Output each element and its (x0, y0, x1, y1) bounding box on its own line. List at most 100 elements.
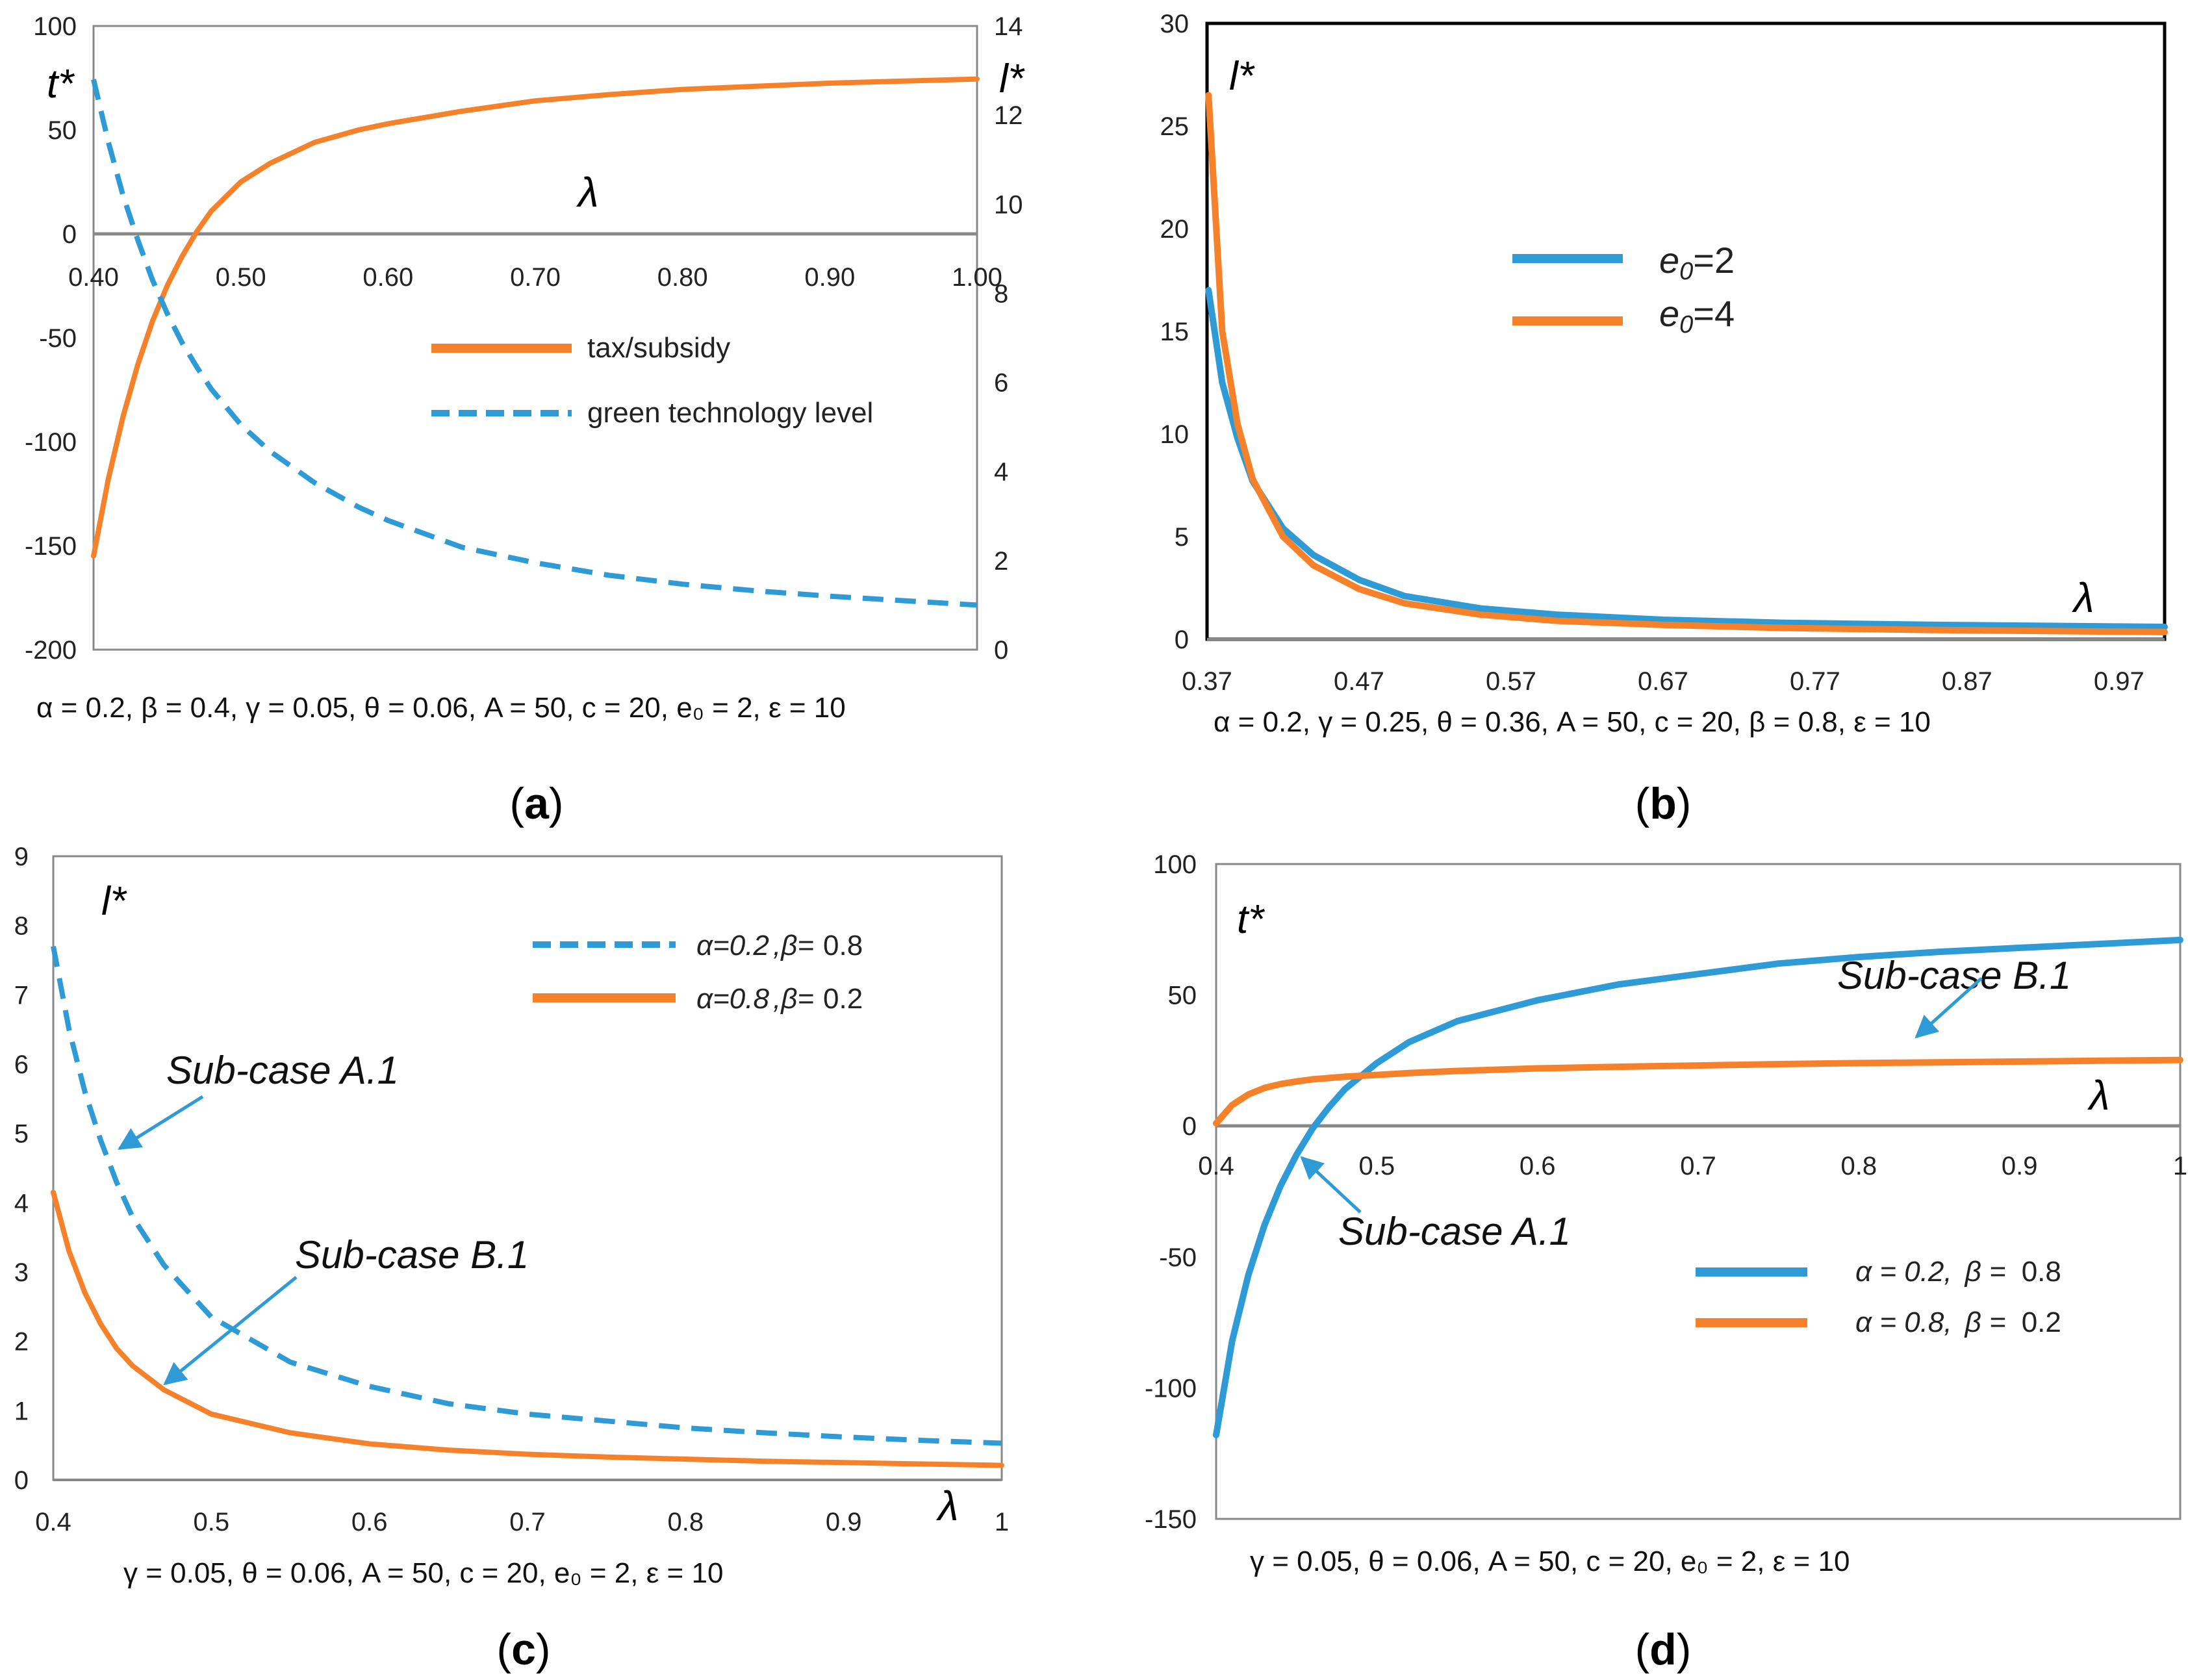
panel-a-ytick-label: -150 (25, 532, 77, 561)
panel-c-arrow-b1 (163, 1276, 298, 1386)
panel-d: 100 50 0 -50 -100 -150 0.4 0.5 0.6 0.7 0.8 0.9 1 t*… (1145, 850, 2187, 1674)
panel-d-xtick-label: 1 (2173, 1152, 2187, 1180)
panel-a-y2tick-label: 12 (994, 101, 1023, 130)
panel-c-ytick-label: 0 (14, 1466, 29, 1495)
panel-a-ytick-label: -100 (25, 428, 77, 457)
panel-a-legend-tax: tax/subsidy (587, 332, 730, 364)
panel-a-ytick-label: 100 (33, 12, 77, 41)
panel-d-ytick-label: 0 (1182, 1112, 1197, 1141)
panel-a-series (91, 76, 980, 608)
panel-b-ytick-label: 20 (1160, 215, 1189, 244)
panel-b-ytick-label: 30 (1160, 10, 1189, 38)
panel-a-ytick-label: -200 (25, 636, 77, 665)
panel-c-xtick-label: 0.7 (509, 1508, 546, 1536)
panel-d-legend: α = 0.2, β = 0.8 α = 0.8, β = 0.2 (1696, 1256, 2061, 1338)
panel-c-ytick-label: 5 (14, 1120, 29, 1149)
panel-c-ytick-label: 8 (14, 912, 29, 941)
panel-a-x-ticks: 0.40 0.50 0.60 0.70 0.80 0.90 1.00 (68, 263, 1002, 292)
panel-c-y-ticks: 9 8 7 6 5 4 3 2 1 0 (14, 843, 29, 1495)
panel-b-xtick-label: 0.67 (1638, 667, 1688, 696)
panel-d-xlabel: λ (2087, 1072, 2110, 1119)
panel-d-ytick-label: -100 (1145, 1374, 1197, 1403)
panel-b-x-ticks: 0.37 0.47 0.57 0.67 0.77 0.87 0.97 (1182, 667, 2144, 696)
panel-d-arrow-b1 (1915, 977, 1983, 1039)
panel-b-plot-frame (1205, 21, 2167, 641)
panel-d-ylabel: t* (1237, 897, 1265, 942)
panel-a-params: α = 0.2, β = 0.4, γ = 0.05, θ = 0.06, A … (36, 692, 846, 724)
panel-a-y2tick-label: 4 (994, 458, 1008, 487)
panel-a-ytick-label: -50 (39, 324, 77, 353)
panel-a-series-2-line (91, 79, 978, 608)
panel-c-series-2-line (51, 1190, 1004, 1468)
panel-b-xtick-label: 0.97 (2094, 667, 2144, 696)
panel-d-xtick-label: 0.4 (1198, 1152, 1234, 1180)
panel-c-annot-b1: Sub-case B.1 (295, 1233, 529, 1277)
panel-c-x-ticks: 0.4 0.5 0.6 0.7 0.8 0.9 1 (35, 1508, 1009, 1536)
panel-b-series-1-line (1205, 286, 2168, 630)
panel-d-legend-series2: α = 0.8, β = 0.2 (1855, 1306, 2061, 1338)
panel-a-xtick-label: 0.40 (68, 263, 119, 292)
panel-c-xtick-label: 0.9 (826, 1508, 862, 1536)
panel-b-legend-e2: e0=2 (1659, 240, 1735, 285)
panel-c-xtick-label: 0.6 (351, 1508, 388, 1536)
panel-c-ytick-label: 9 (14, 843, 29, 871)
panel-d-xtick-label: 0.9 (2002, 1152, 2038, 1180)
panel-b-ytick-label: 5 (1175, 523, 1189, 552)
panel-b-legend-e4: e0=4 (1659, 293, 1735, 338)
panel-b-ytick-label: 15 (1160, 318, 1189, 346)
panel-a-y2tick-label: 6 (994, 369, 1008, 398)
panel-a-y2tick-label: 14 (994, 12, 1023, 41)
panel-a-y2tick-label: 10 (994, 190, 1023, 219)
panel-c-ylabel: l* (101, 879, 127, 924)
panel-a-xtick-label: 1.00 (952, 263, 1002, 292)
panel-c-plot-frame (52, 855, 1003, 1481)
panel-d-arrow-a1 (1300, 1156, 1362, 1214)
panel-c-ytick-label: 6 (14, 1050, 29, 1079)
panel-a-y2tick-label: 0 (994, 636, 1008, 665)
panel-a-ylabel-right: l* (999, 57, 1025, 101)
panel-b-xtick-label: 0.87 (1942, 667, 1992, 696)
panel-a-xtick-label: 0.80 (657, 263, 708, 292)
panel-b-caption: (b) (1635, 779, 1692, 828)
panel-a-series-1-line (91, 76, 980, 559)
panel-a-caption: (a) (509, 779, 563, 828)
panel-a-y-ticks: 100 50 0 -50 -100 -150 -200 (25, 12, 77, 665)
panel-c-ytick-label: 7 (14, 981, 29, 1010)
panel-d-ytick-label: -150 (1145, 1505, 1197, 1534)
panel-c-ytick-label: 4 (14, 1189, 29, 1217)
panel-c-xtick-label: 0.8 (668, 1508, 704, 1536)
panel-d-series-2-line (1213, 1056, 2183, 1127)
panel-b-ytick-label: 10 (1160, 420, 1189, 449)
panel-b-series-2-line (1205, 92, 2168, 635)
panel-d-xtick-label: 0.7 (1680, 1152, 1716, 1180)
panel-b-ytick-label: 25 (1160, 112, 1189, 141)
panel-b-legend: e0=2 e0=4 (1512, 240, 1735, 338)
panel-d-series-1-line (1213, 936, 2183, 1438)
panel-b-xtick-label: 0.47 (1334, 667, 1384, 696)
panel-a-ytick-label: 50 (48, 116, 77, 145)
panel-a-y2-ticks: 14 12 10 8 6 4 2 0 (994, 12, 1023, 665)
panel-b: 30 25 20 15 10 5 0 0.37 0.47 0.57 0.67 0.77 0.87 0.9… (1160, 10, 2168, 828)
panel-c-legend: α=0.2 ,β= 0.8 α=0.8 ,β= 0.2 (533, 930, 863, 1015)
panel-d-caption: (d) (1635, 1625, 1692, 1674)
panel-d-ytick-label: 100 (1153, 850, 1197, 879)
panel-a-legend-green: green technology level (587, 397, 873, 429)
panel-d-ytick-label: -50 (1159, 1243, 1197, 1272)
panel-d-xtick-label: 0.6 (1520, 1152, 1556, 1180)
panel-d-series (1213, 936, 2183, 1438)
panel-d-xtick-label: 0.5 (1359, 1152, 1395, 1180)
panel-a-y2tick-label: 2 (994, 547, 1008, 576)
panel-b-y-ticks: 30 25 20 15 10 5 0 (1160, 10, 1189, 654)
panel-c-annot-a1: Sub-case A.1 (166, 1049, 399, 1092)
panel-a-xtick-label: 0.60 (363, 263, 413, 292)
panel-c-xtick-label: 0.4 (35, 1508, 71, 1536)
panel-c-xlabel: λ (936, 1483, 959, 1529)
panel-c-legend-series1: α=0.2 ,β= 0.8 (696, 930, 863, 961)
panel-a-xtick-label: 0.70 (510, 263, 561, 292)
panel-b-ytick-label: 0 (1175, 626, 1189, 654)
panel-a-xlabel: λ (576, 169, 599, 216)
panel-a-xtick-label: 0.50 (216, 263, 266, 292)
panel-a-ylabel-left: t* (47, 62, 75, 107)
